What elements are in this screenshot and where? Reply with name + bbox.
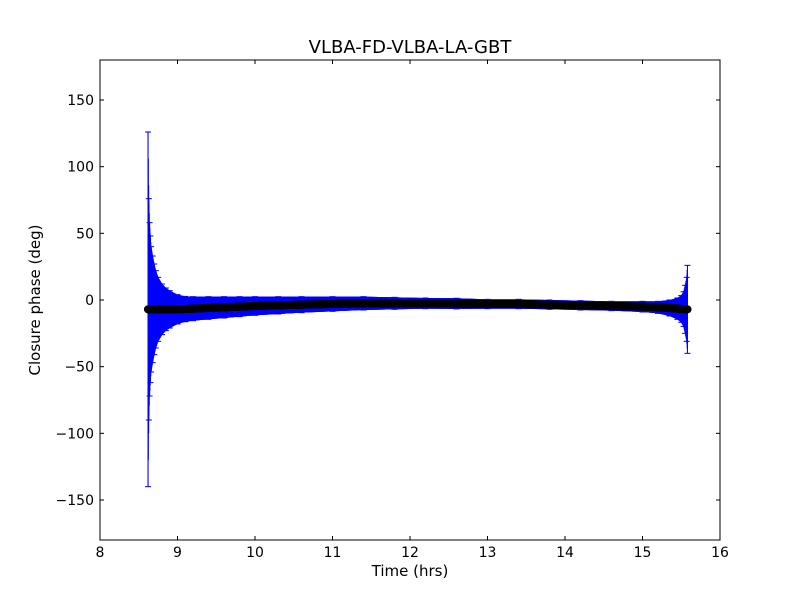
x-axis: 8 9 10 11 12 13 14 15 16	[96, 60, 729, 561]
y-tick-label: 100	[67, 160, 94, 176]
y-tick-label: −100	[56, 426, 94, 442]
y-axis: −150 −100 −50 0 50 100 150	[56, 93, 720, 509]
x-tick-label: 12	[401, 545, 419, 561]
x-tick-label: 11	[324, 545, 342, 561]
y-tick-label: −50	[64, 360, 94, 376]
x-tick-label: 13	[479, 545, 497, 561]
y-tick-label: 150	[67, 93, 94, 109]
chart-title: VLBA-FD-VLBA-LA-GBT	[309, 37, 513, 58]
x-tick-label: 14	[556, 545, 574, 561]
x-tick-label: 10	[246, 545, 264, 561]
x-tick-label: 16	[711, 545, 729, 561]
x-tick-label: 15	[634, 545, 652, 561]
x-tick-label: 9	[173, 545, 182, 561]
y-axis-label: Closure phase (deg)	[26, 225, 44, 376]
x-tick-label: 8	[96, 545, 105, 561]
y-tick-label: 50	[76, 226, 94, 242]
data-point	[683, 305, 692, 314]
data-point-layer	[144, 299, 692, 314]
y-tick-label: −150	[56, 493, 94, 509]
x-axis-label: Time (hrs)	[371, 562, 449, 580]
y-tick-label: 0	[85, 293, 94, 309]
